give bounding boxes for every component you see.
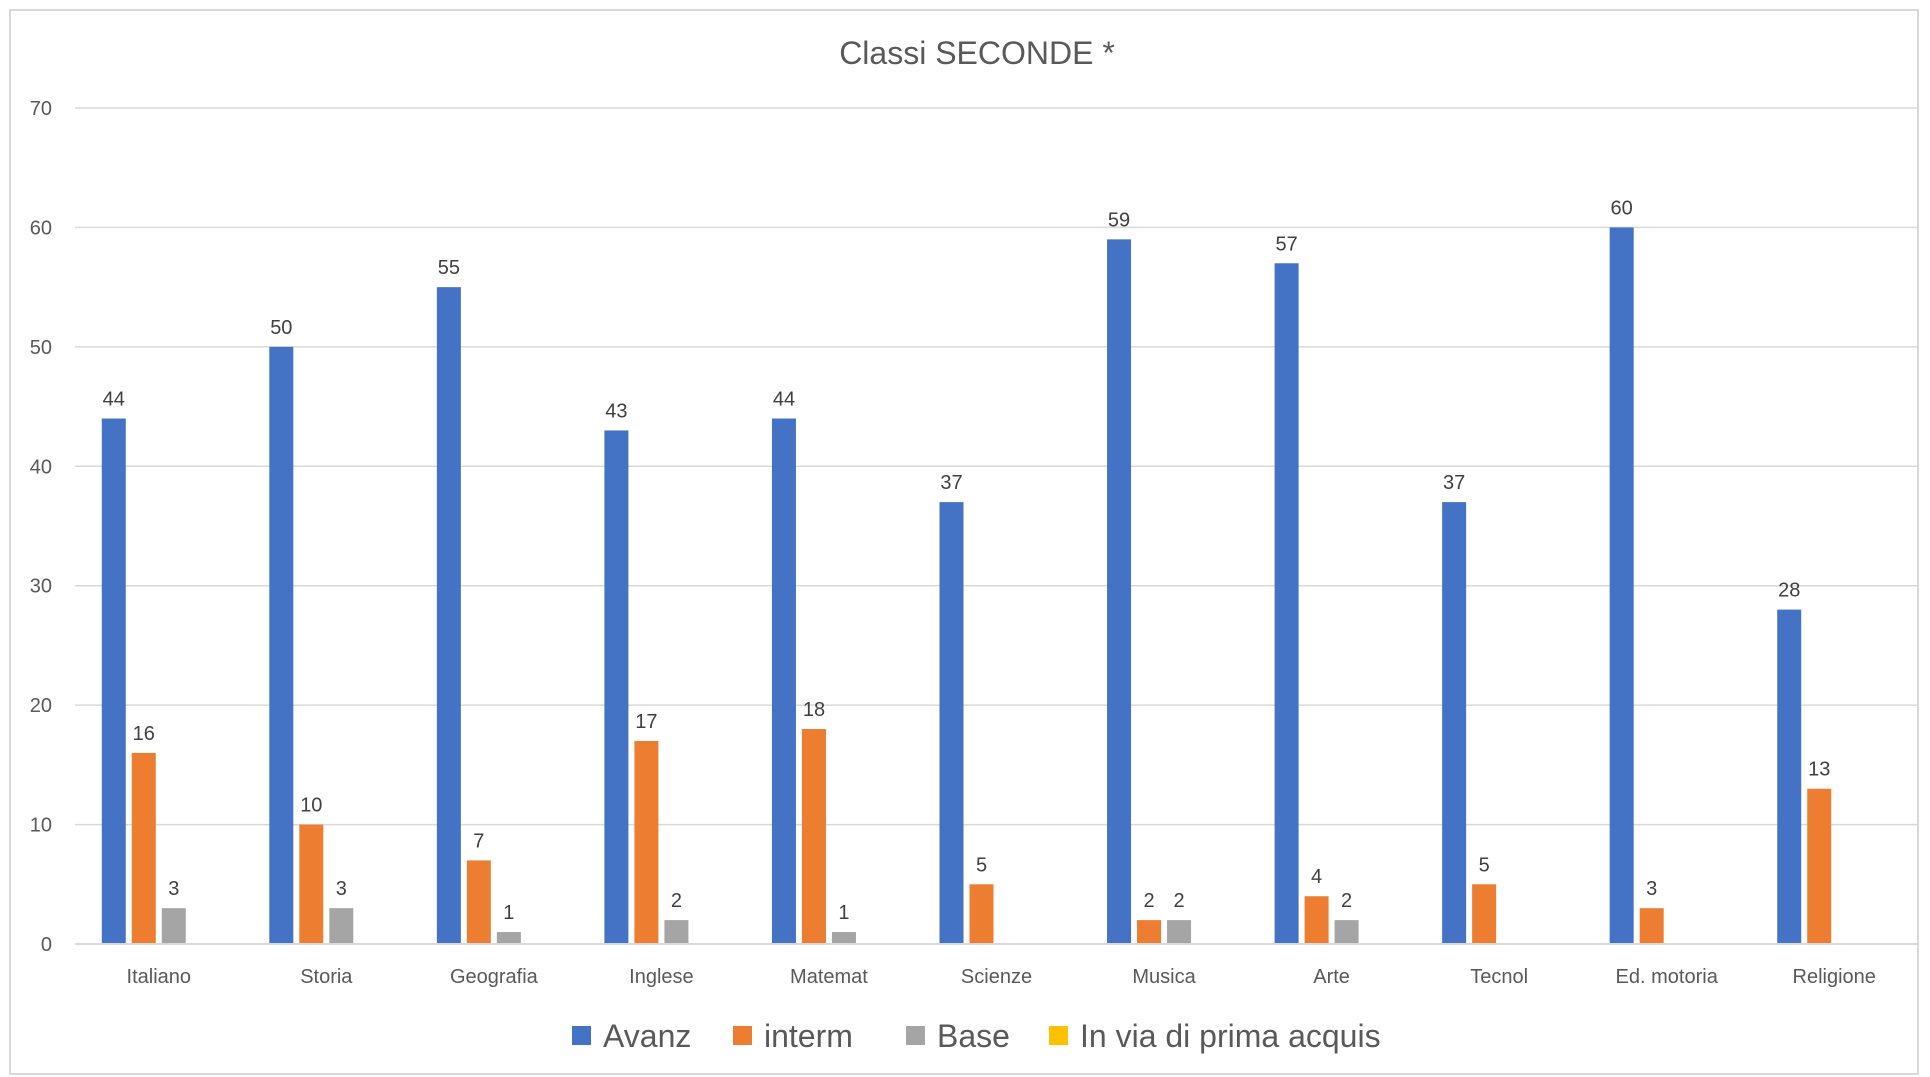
data-label: 10 xyxy=(300,795,322,817)
chart-frame xyxy=(9,9,1919,1075)
bar-interm xyxy=(634,740,659,944)
bar-interm xyxy=(131,752,156,944)
legend-swatch xyxy=(572,1026,591,1045)
y-tick-label: 20 xyxy=(30,695,52,717)
legend-label: Base xyxy=(937,1018,1010,1054)
bar-base xyxy=(831,932,856,944)
y-tick-label: 60 xyxy=(30,217,52,239)
y-tick-label: 70 xyxy=(30,98,52,120)
legend-swatch xyxy=(1049,1026,1068,1045)
data-label: 60 xyxy=(1611,197,1633,219)
y-tick-label: 40 xyxy=(30,456,52,478)
bar-base xyxy=(1167,920,1192,944)
legend: Avanz interm Base In via di prima acquis xyxy=(572,1018,1381,1054)
bar-interm xyxy=(1807,788,1832,944)
data-label: 43 xyxy=(605,400,627,422)
y-tick-label: 0 xyxy=(41,934,52,956)
data-label: 57 xyxy=(1275,233,1297,255)
bar-avanz xyxy=(939,502,964,944)
bar-base xyxy=(664,920,689,944)
legend-swatch xyxy=(906,1026,925,1045)
bar-avanz xyxy=(1107,239,1132,944)
x-tick-label: Tecnol xyxy=(1470,966,1528,988)
data-label: 44 xyxy=(103,389,125,411)
data-label: 2 xyxy=(1341,890,1352,912)
bar-interm xyxy=(801,729,826,944)
data-label: 18 xyxy=(803,699,825,721)
data-label: 17 xyxy=(635,711,657,733)
bar-base xyxy=(329,908,354,944)
data-label: 2 xyxy=(671,890,682,912)
data-label: 44 xyxy=(773,389,795,411)
x-tick-label: Scienze xyxy=(961,966,1032,988)
bar-avanz xyxy=(771,418,796,944)
bar-avanz xyxy=(1274,263,1299,944)
bar-base xyxy=(496,932,521,944)
bar-avanz xyxy=(1609,227,1634,944)
x-tick-label: Italiano xyxy=(127,966,192,988)
bar-avanz xyxy=(436,287,461,945)
legend-swatch xyxy=(733,1026,752,1045)
bar-interm xyxy=(969,884,994,944)
bar-avanz xyxy=(1442,502,1467,944)
y-axis: 0 10 20 30 40 50 60 70 xyxy=(30,98,52,956)
bar-base xyxy=(1334,920,1359,944)
data-label: 50 xyxy=(270,317,292,339)
data-label: 5 xyxy=(1479,854,1490,876)
x-tick-label: Arte xyxy=(1313,966,1350,988)
x-axis: Italiano Storia Geografia Inglese Matemat Sci… xyxy=(75,943,1918,988)
bars xyxy=(101,227,1832,945)
bar-interm xyxy=(1639,908,1664,944)
x-tick-label: Matemat xyxy=(790,966,868,988)
data-label: 37 xyxy=(1443,472,1465,494)
data-label: 5 xyxy=(976,854,987,876)
data-label: 2 xyxy=(1143,890,1154,912)
bar-base xyxy=(161,908,186,944)
bar-avanz xyxy=(269,346,294,944)
data-label: 59 xyxy=(1108,209,1130,231)
data-label: 1 xyxy=(838,902,849,924)
legend-label: interm xyxy=(764,1018,853,1054)
data-label: 7 xyxy=(473,830,484,852)
bar-interm xyxy=(466,860,491,944)
bar-interm xyxy=(1304,896,1329,944)
y-tick-label: 10 xyxy=(30,815,52,837)
legend-label: Avanz xyxy=(603,1018,691,1054)
y-tick-label: 50 xyxy=(30,337,52,359)
chart-title: Classi SECONDE * xyxy=(839,35,1115,71)
x-tick-label: Ed. motoria xyxy=(1616,966,1719,988)
data-label: 3 xyxy=(1646,878,1657,900)
data-label: 2 xyxy=(1173,890,1184,912)
x-tick-label: Geografia xyxy=(450,966,539,988)
x-tick-label: Inglese xyxy=(629,966,694,988)
data-label: 1 xyxy=(503,902,514,924)
data-label: 55 xyxy=(438,257,460,279)
bar-avanz xyxy=(604,430,629,944)
data-label: 37 xyxy=(940,472,962,494)
x-tick-label: Storia xyxy=(300,966,353,988)
data-label: 16 xyxy=(133,723,155,745)
data-label: 28 xyxy=(1778,580,1800,602)
legend-label: In via di prima acquis xyxy=(1080,1018,1381,1054)
bar-avanz xyxy=(101,418,126,944)
bar-interm xyxy=(299,824,324,944)
x-tick-label: Musica xyxy=(1132,966,1196,988)
data-label: 4 xyxy=(1311,866,1322,888)
bar-interm xyxy=(1472,884,1497,944)
bar-avanz xyxy=(1777,609,1802,944)
data-label: 3 xyxy=(168,878,179,900)
data-label: 3 xyxy=(336,878,347,900)
y-tick-label: 30 xyxy=(30,576,52,598)
x-tick-label: Religione xyxy=(1793,966,1876,988)
data-label: 13 xyxy=(1808,759,1830,781)
bar-interm xyxy=(1137,920,1162,944)
